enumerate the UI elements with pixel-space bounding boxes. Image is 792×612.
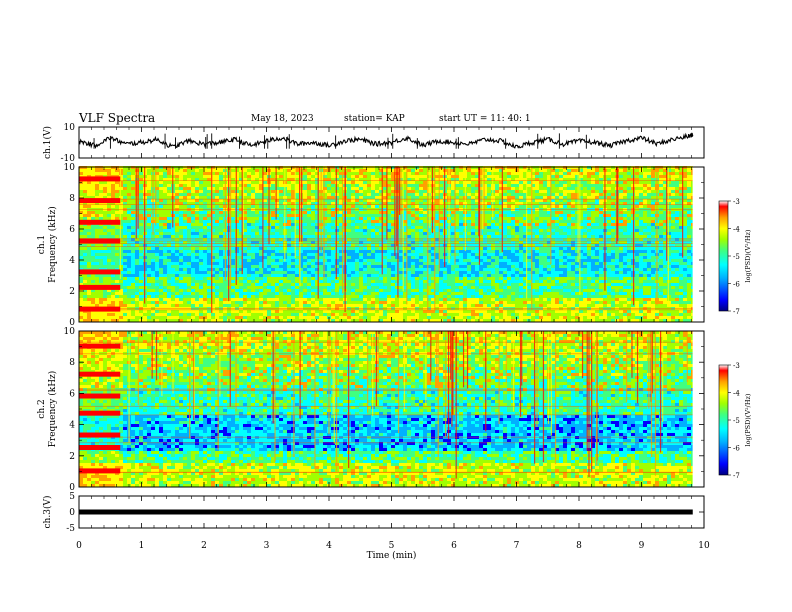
y-tick-label: 4	[69, 256, 75, 266]
ch1-voltage-line	[78, 132, 694, 150]
y-axis-label: ch.2	[37, 399, 47, 418]
colorbar	[718, 364, 729, 476]
y-tick-label: 0	[69, 508, 75, 518]
colorbar-tick-label: -7	[733, 472, 740, 480]
x-axis-label: Time (min)	[367, 550, 417, 561]
y-tick-label: 2	[69, 452, 75, 462]
start-ut-label: start UT = 11: 40: 1	[439, 114, 531, 124]
x-tick-label: 7	[514, 541, 520, 551]
date-label: May 18, 2023	[251, 114, 314, 124]
x-tick-label: 10	[698, 541, 710, 551]
y-tick-label: 4	[69, 421, 75, 431]
y-tick-label: 0	[69, 318, 75, 328]
ch3-voltage-line	[79, 509, 693, 515]
colorbar-tick-label: -4	[733, 390, 740, 398]
y-axis-label: ch.1	[37, 235, 47, 254]
y-tick-label: 6	[69, 225, 75, 235]
colorbar-label: log(PSD)(V²/Hz)	[744, 393, 752, 446]
colorbar	[718, 200, 729, 312]
colorbar-tick-label: -3	[733, 362, 740, 370]
x-tick-label: 5	[389, 541, 395, 551]
colorbar-tick-label: -7	[733, 308, 740, 316]
ch2-spectrogram	[79, 331, 704, 487]
x-tick-label: 1	[139, 541, 145, 551]
y-tick-label: 5	[69, 492, 75, 502]
station-label: station= KAP	[344, 114, 405, 124]
y-tick-label: 10	[64, 163, 76, 173]
x-tick-label: 9	[639, 541, 645, 551]
colorbar-label: log(PSD)(V²/Hz)	[744, 229, 752, 282]
ch1-spectrogram	[79, 166, 704, 322]
y-axis-label: Frequency (kHz)	[47, 206, 58, 283]
colorbar-tick-label: -5	[733, 417, 740, 425]
y-tick-label: 8	[69, 194, 75, 204]
y-axis-label: Frequency (kHz)	[47, 371, 58, 448]
chart-title: VLF Spectra	[79, 111, 156, 125]
y-tick-label: 6	[69, 389, 75, 399]
y-tick-label: 10	[64, 123, 76, 133]
x-tick-label: 0	[76, 541, 82, 551]
colorbar-tick-label: -4	[733, 226, 740, 234]
y-tick-label: -10	[61, 154, 76, 164]
colorbar-tick-label: -3	[733, 198, 740, 206]
x-tick-label: 8	[576, 541, 582, 551]
y-tick-label: -5	[66, 524, 75, 534]
voltage-traces	[78, 132, 694, 515]
y-tick-label: 0	[69, 483, 75, 493]
x-tick-label: 2	[201, 541, 207, 551]
x-tick-label: 3	[264, 541, 270, 551]
colorbar-tick-label: -6	[733, 445, 740, 453]
colorbar-tick-label: -5	[733, 253, 740, 261]
y-tick-label: 8	[69, 358, 75, 368]
y-tick-label: 10	[64, 327, 76, 337]
colorbar-tick-label: -6	[733, 281, 740, 289]
y-axis-label: ch.3(V)	[42, 496, 53, 529]
y-tick-label: 2	[69, 287, 75, 297]
x-tick-label: 4	[326, 541, 332, 551]
x-tick-label: 6	[451, 541, 457, 551]
y-axis-label: ch.1(V)	[42, 126, 53, 159]
colorbars: -3 -4 -5 -6 -7 log(PSD)(V²/Hz) -3 -4 -5 -6 -7 log(P…	[718, 198, 752, 480]
